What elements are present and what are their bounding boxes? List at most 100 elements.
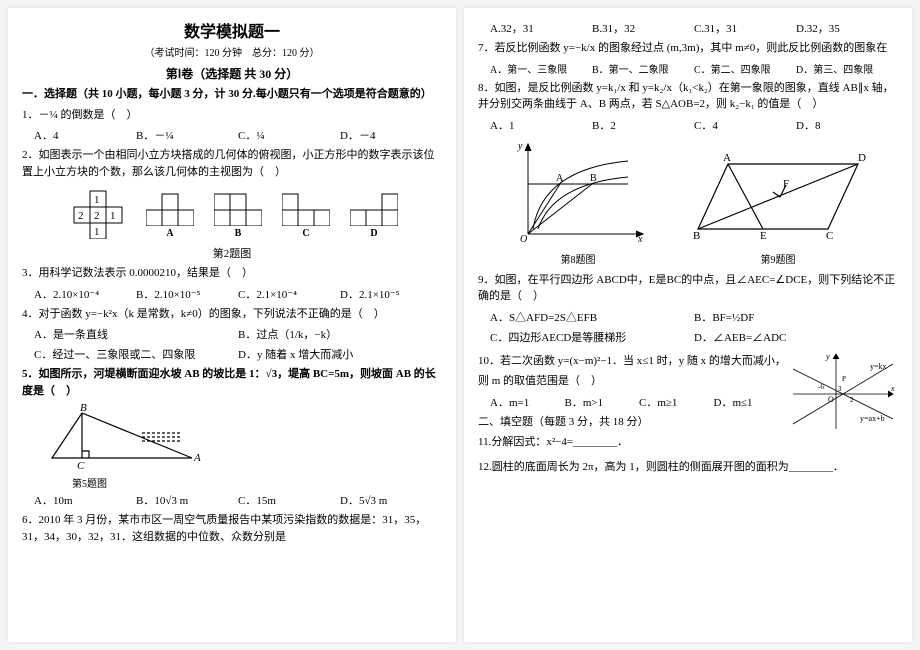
- question-12: 12.圆柱的底面周长为 2π，高为 1，则圆柱的侧面展开图的面积为_______…: [478, 459, 898, 476]
- q8-q9-figures: A B O x y 第8题图 A D B C E F: [478, 139, 898, 266]
- q8-opt-d: D．8: [796, 117, 898, 133]
- svg-text:y: y: [825, 352, 830, 361]
- svg-text:3: 3: [838, 385, 842, 393]
- q8-opt-b: B．2: [592, 117, 694, 133]
- section2-heading: 二、填空题（每题 3 分，共 18 分）: [478, 414, 788, 431]
- q3-opt-d: D．2.1×10⁻⁵: [340, 286, 442, 302]
- svg-text:1: 1: [94, 226, 100, 238]
- q1-opt-c: C．¼: [238, 127, 340, 143]
- svg-text:C: C: [77, 460, 85, 472]
- svg-text:F: F: [783, 178, 789, 190]
- q7-options: A．第一、三象限 B．第一、二象限 C．第二、四象限 D．第三、四象限: [490, 61, 898, 76]
- svg-text:P: P: [842, 375, 846, 383]
- q8-options: A．1 B．2 C．4 D．8: [490, 117, 898, 133]
- svg-text:O: O: [520, 234, 527, 245]
- svg-text:y=ax+b: y=ax+b: [860, 414, 885, 423]
- svg-text:x: x: [890, 384, 895, 393]
- q6-opt-d: D.32，35: [796, 20, 898, 36]
- q7-opt-a: A．第一、三象限: [490, 61, 592, 76]
- svg-text:2: 2: [78, 210, 84, 222]
- svg-text:y=kx: y=kx: [870, 362, 887, 371]
- q2-option-d-fig: D: [350, 186, 398, 239]
- q4-options-2: C．经过一、三象限或二、四象限 D．y 随着 x 增大而减小: [34, 346, 442, 362]
- q5-figure: B A C 第5题图: [42, 403, 442, 490]
- q7-opt-b: B．第一、二象限: [592, 61, 694, 76]
- q8-caption: 第8题图: [508, 251, 648, 266]
- q3-opt-b: B．2.10×10⁻⁵: [136, 286, 238, 302]
- svg-text:A: A: [723, 152, 731, 164]
- q2-figures: 1 2 2 1 1 A B: [22, 186, 442, 239]
- q1-options: A．4 B．－¼ C．¼ D．－4: [34, 127, 442, 143]
- exam-title: 数学模拟题一: [22, 18, 442, 42]
- q4-opt-b: B．过点（1/k，−k）: [238, 326, 442, 342]
- q10-figure: x y O y=kx y=ax+b -6 2 P 3: [788, 349, 898, 455]
- svg-text:O: O: [828, 395, 834, 404]
- svg-text:1: 1: [110, 210, 116, 222]
- q4-opt-a: A．是一条直线: [34, 326, 238, 342]
- q1-opt-b: B．－¼: [136, 127, 238, 143]
- q5-opt-a: A．10m: [34, 492, 136, 508]
- svg-text:C: C: [826, 230, 833, 242]
- q7-opt-c: C．第二、四象限: [694, 61, 796, 76]
- q5-options: A．10m B．10√3 m C．15m D．5√3 m: [34, 492, 442, 508]
- q2-option-a-fig: A: [146, 186, 194, 239]
- question-7: 7．若反比例函数 y=−k/x 的图象经过点 (m,3m)，其中 m≠0，则此反…: [478, 40, 898, 57]
- q2-label-c: C: [282, 228, 330, 239]
- q3-opt-a: A．2.10×10⁻⁴: [34, 286, 136, 302]
- q5-caption: 第5题图: [72, 475, 442, 490]
- question-10b: 则 m 的取值范围是（ ）: [478, 373, 788, 390]
- q7-opt-d: D．第三、四象限: [796, 61, 898, 76]
- q8-figure: A B O x y 第8题图: [508, 139, 648, 266]
- question-1: 1．－¼ 的倒数是（ ）: [22, 107, 442, 124]
- question-11: 11.分解因式：x²−4=________．: [478, 434, 788, 451]
- svg-text:B: B: [590, 173, 597, 184]
- section1-heading: 一．选择题（共 10 小题，每小题 3 分，计 30 分.每小题只有一个选项是符…: [22, 86, 442, 103]
- q9-opt-c: C．四边形AECD是等腰梯形: [490, 329, 694, 345]
- svg-text:x: x: [637, 234, 643, 245]
- q2-label-b: B: [214, 228, 262, 239]
- exam-subtitle: （考试时间：120 分钟 总分：120 分）: [22, 44, 442, 59]
- question-8: 8．如图，是反比例函数 y=k₁/x 和 y=k₂/x（k₁<k₂）在第一象限的…: [478, 80, 898, 113]
- q2-option-b-fig: B: [214, 186, 262, 239]
- q10-opt-c: C．m≥1: [639, 394, 714, 410]
- q2-label-d: D: [350, 228, 398, 239]
- q4-opt-d: D．y 随着 x 增大而减小: [238, 346, 442, 362]
- q10-opt-b: B．m>1: [565, 394, 640, 410]
- question-3: 3．用科学记数法表示 0.0000210，结果是（ ）: [22, 265, 442, 282]
- q9-opt-b: B．BF=½DF: [694, 309, 898, 325]
- svg-text:y: y: [517, 141, 523, 152]
- svg-text:B: B: [80, 403, 87, 414]
- q10-opt-d: D．m≤1: [714, 394, 789, 410]
- q6-opt-c: C.31，31: [694, 20, 796, 36]
- q8-opt-a: A．1: [490, 117, 592, 133]
- q10-options: A．m=1 B．m>1 C．m≥1 D．m≤1: [490, 394, 788, 410]
- svg-text:A: A: [193, 452, 201, 464]
- q10-opt-a: A．m=1: [490, 394, 565, 410]
- svg-text:1: 1: [94, 194, 100, 206]
- part1-heading: 第Ⅰ卷（选择题 共 30 分）: [22, 65, 442, 82]
- question-4: 4．对于函数 y=−k²x（k 是常数，k≠0）的图象，下列说法不正确的是（ ）: [22, 306, 442, 323]
- q9-opt-d: D．∠AEB=∠ADC: [694, 329, 898, 345]
- q5-opt-d: D．5√3 m: [340, 492, 442, 508]
- q5-opt-c: C．15m: [238, 492, 340, 508]
- q9-options-1: A．S△AFD=2S△EFB B．BF=½DF: [490, 309, 898, 325]
- svg-text:2: 2: [94, 210, 100, 222]
- q6-opt-b: B.31，32: [592, 20, 694, 36]
- q4-opt-c: C．经过一、三象限或二、四象限: [34, 346, 238, 362]
- svg-text:A: A: [556, 173, 564, 184]
- q2-option-c-fig: C: [282, 186, 330, 239]
- q4-options-1: A．是一条直线 B．过点（1/k，−k）: [34, 326, 442, 342]
- q2-label-a: A: [146, 228, 194, 239]
- q9-opt-a: A．S△AFD=2S△EFB: [490, 309, 694, 325]
- question-10: 10．若二次函数 y=(x−m)²−1．当 x≤1 时，y 随 x 的增大而减小…: [478, 353, 788, 370]
- q2-base-figure: 1 2 2 1 1: [66, 189, 126, 239]
- svg-text:D: D: [858, 152, 866, 164]
- q9-options-2: C．四边形AECD是等腰梯形 D．∠AEB=∠ADC: [490, 329, 898, 345]
- q2-caption: 第2题图: [22, 245, 442, 261]
- q3-options: A．2.10×10⁻⁴ B．2.10×10⁻⁵ C．2.1×10⁻⁴ D．2.1…: [34, 286, 442, 302]
- q3-opt-c: C．2.1×10⁻⁴: [238, 286, 340, 302]
- q1-opt-a: A．4: [34, 127, 136, 143]
- svg-text:B: B: [693, 230, 700, 242]
- question-2: 2．如图表示一个由相同小立方块搭成的几何体的俯视图，小正方形中的数字表示该位置上…: [22, 147, 442, 180]
- question-6: 6．2010 年 3 月份，某市市区一周空气质量报告中某项污染指数的数据是：31…: [22, 512, 442, 545]
